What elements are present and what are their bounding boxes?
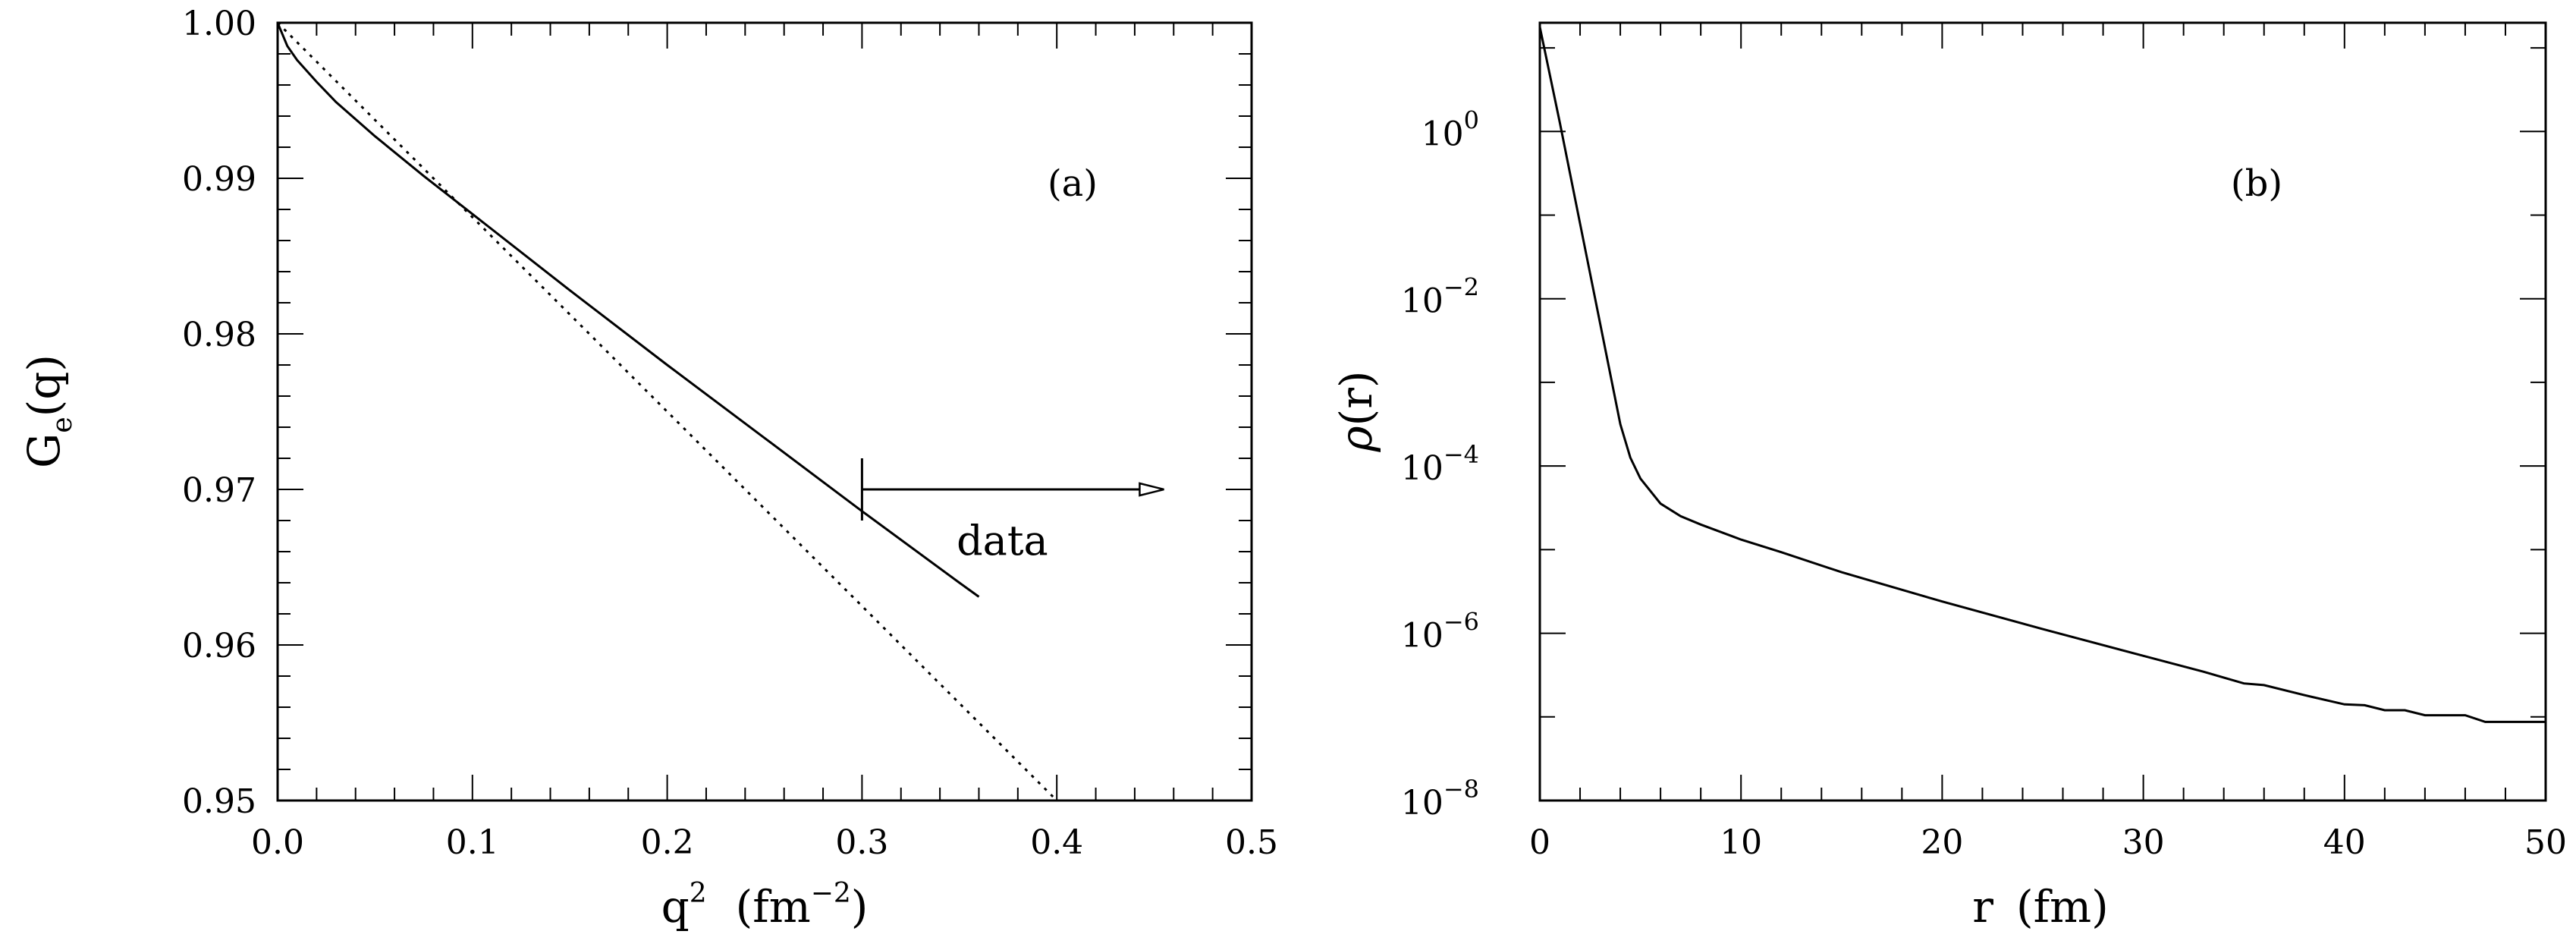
y-axis-title-b: ρ(r) (1330, 370, 1382, 452)
y-title-b-tail: (r) (1330, 370, 1382, 426)
y-tick-label-b-exp: −4 (1444, 440, 1479, 469)
ticks-b (1539, 23, 2546, 801)
y-tick-label-b: 100 (1422, 105, 1479, 153)
y-tick-label-b: 10−2 (1401, 273, 1479, 321)
x-title-a-units-sup: −2 (811, 878, 851, 909)
x-title-b-var: r (1972, 881, 1993, 933)
x-axis-title-b: r (fm) (1972, 881, 2108, 933)
x-tick-label-b: 10 (1720, 823, 1762, 862)
annotation-arrow-head (1139, 482, 1164, 497)
x-title-a-close: ) (851, 881, 869, 933)
series-b (1540, 27, 2546, 723)
x-tick-label-b: 50 (2524, 823, 2567, 862)
y-axis-title-a: Ge(q) (18, 354, 78, 468)
x-tick-label-a: 0.5 (1225, 823, 1278, 862)
y-title-b-var: ρ (1330, 426, 1382, 452)
y-tick-label-a: 0.99 (182, 160, 256, 199)
x-tick-label-a: 0.2 (641, 823, 694, 862)
y-title-a-sub: e (47, 417, 78, 433)
x-title-a-var: q (661, 881, 690, 933)
x-tick-label-a: 0.3 (835, 823, 888, 862)
y-title-a-var: G (18, 433, 70, 468)
ticks-a (277, 22, 1252, 801)
tick-labels-a: 0.0 0.1 0.2 0.3 0.4 0.5 0.95 0.96 0.97 0.98 0.99 1.… (182, 5, 1278, 862)
y-title-a-tail: (q) (18, 354, 70, 417)
y-tick-label-b-base: 10 (1401, 449, 1444, 488)
y-tick-label-b-exp: −8 (1444, 775, 1479, 804)
y-tick-label-b: 10−6 (1401, 608, 1479, 656)
y-tick-label-b: 10−8 (1401, 775, 1479, 823)
y-tick-label-a: 0.98 (182, 316, 256, 354)
plot-frame-b (1538, 21, 2547, 802)
y-tick-label-b: 10−4 (1401, 440, 1479, 488)
x-axis-title-a: q2 (fm−2) (661, 878, 869, 933)
x-tick-label-b: 0 (1529, 823, 1550, 862)
x-title-a-units: (fm (736, 881, 811, 933)
y-tick-label-b-base: 10 (1422, 115, 1464, 153)
x-tick-label-a: 0.0 (251, 823, 304, 862)
y-tick-label-b-exp: −6 (1444, 608, 1479, 637)
panel-label-a: (a) (1048, 162, 1098, 205)
y-tick-label-a: 0.97 (182, 471, 256, 510)
y-tick-label-b-base: 10 (1401, 784, 1444, 823)
x-tick-label-b: 30 (2122, 823, 2165, 862)
series-line-solid (278, 23, 980, 598)
y-tick-label-a: 0.96 (182, 627, 256, 665)
series-line-dotted (278, 23, 1058, 801)
series-line-density (1540, 27, 2546, 723)
x-tick-label-b: 20 (1921, 823, 1963, 862)
plot-frame-a (276, 21, 1253, 802)
x-tick-label-a: 0.4 (1030, 823, 1083, 862)
panel-label-b: (b) (2231, 162, 2282, 205)
x-title-a-sup: 2 (690, 878, 707, 909)
x-tick-label-b: 40 (2323, 823, 2366, 862)
series-a (278, 23, 1058, 801)
y-tick-label-b-base: 10 (1401, 282, 1444, 321)
data-annotation: data (860, 458, 1164, 565)
x-tick-label-a: 0.1 (446, 823, 499, 862)
y-tick-label-b-exp: 0 (1464, 105, 1479, 134)
annotation-text: data (957, 517, 1048, 565)
y-tick-label-b-base: 10 (1401, 617, 1444, 656)
panel-a: 0.0 0.1 0.2 0.3 0.4 0.5 0.95 0.96 0.97 0.98 0.99 1.… (18, 5, 1278, 933)
y-tick-label-a: 0.95 (182, 782, 256, 821)
x-title-b-units: (fm) (2016, 881, 2109, 933)
y-tick-label-a: 1.00 (182, 5, 256, 43)
y-tick-label-b-exp: −2 (1444, 273, 1479, 302)
